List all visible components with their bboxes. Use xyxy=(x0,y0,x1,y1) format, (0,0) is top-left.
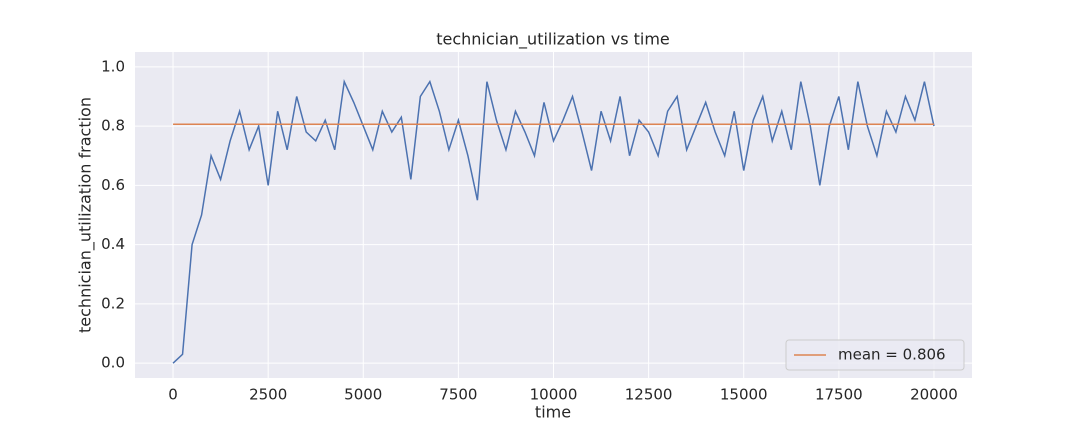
y-tick-label: 1.0 xyxy=(101,57,125,75)
y-axis-label: technician_utilization fraction xyxy=(76,97,96,333)
x-tick-label: 10000 xyxy=(530,386,578,404)
y-tick-label: 0.0 xyxy=(101,354,125,372)
legend-box xyxy=(785,339,965,371)
legend-label: mean = 0.806 xyxy=(838,346,946,364)
x-tick-label: 0 xyxy=(168,386,178,404)
x-tick-label: 17500 xyxy=(815,386,863,404)
y-tick-label: 0.4 xyxy=(101,235,125,253)
x-tick-label: 2500 xyxy=(249,386,287,404)
x-tick-label: 20000 xyxy=(910,386,958,404)
x-axis-label: time xyxy=(535,403,571,422)
data-line xyxy=(172,78,935,364)
y-tick-label: 0.6 xyxy=(101,176,125,194)
chart-title: technician_utilization vs time xyxy=(436,30,670,50)
x-tick-label: 7500 xyxy=(439,386,477,404)
x-tick-label: 15000 xyxy=(720,386,768,404)
y-tick-label: 0.8 xyxy=(101,117,125,135)
x-tick-label: 12500 xyxy=(625,386,673,404)
y-tick-label: 0.2 xyxy=(101,294,125,312)
x-tick-label: 5000 xyxy=(344,386,382,404)
